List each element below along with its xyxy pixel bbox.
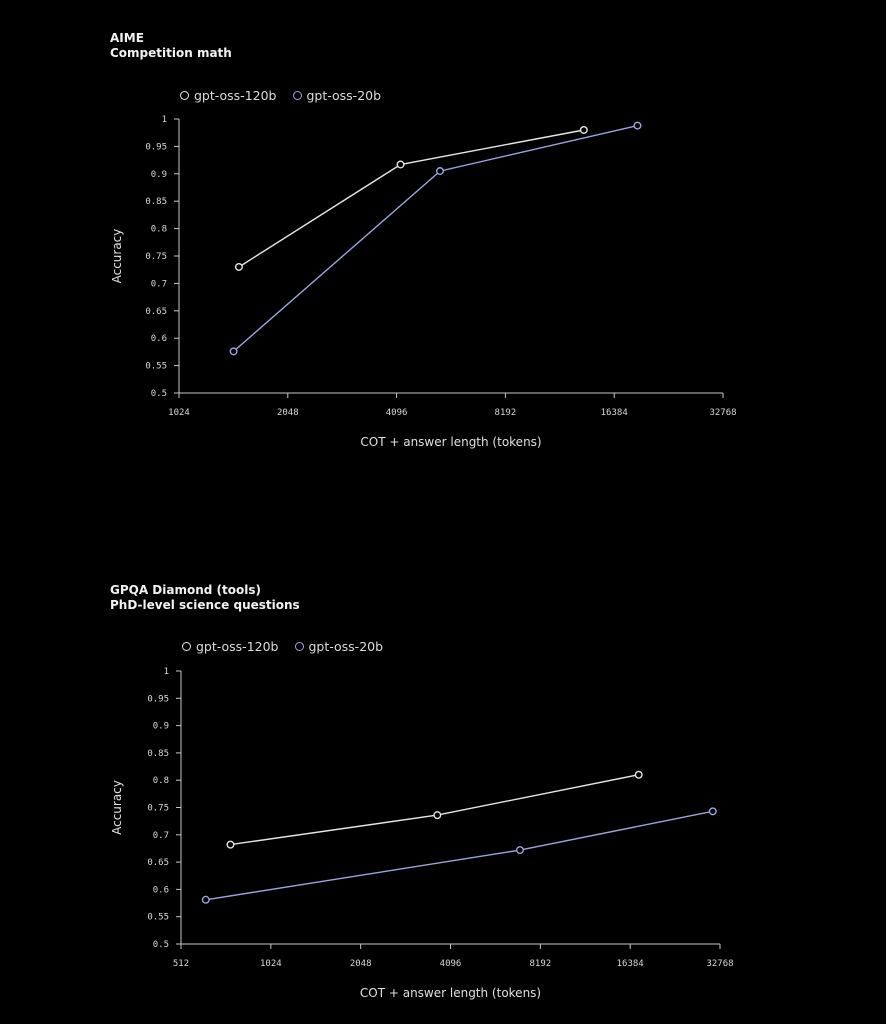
chart2-subtitle: PhD-level science questions [110,598,300,612]
chart1-legend-item-20b: gpt-oss-20b [292,88,382,103]
y-tick-label: 0.9 [151,170,167,180]
chart1-legend-item-120b: gpt-oss-120b [180,88,277,103]
x-tick-label: 1024 [260,959,282,969]
y-tick-label: 0.8 [151,225,167,235]
chart1-legend: gpt-oss-120b gpt-oss-20b [180,88,391,103]
chart2-title-text: GPQA Diamond (tools) [110,583,261,597]
y-tick-label: 0.55 [145,362,167,372]
x-tick-label: 8192 [495,408,517,418]
y-tick-label: 0.8 [153,776,169,786]
y-tick-label: 0.95 [145,142,167,152]
x-tick-label: 512 [173,959,189,969]
series-line-120b [230,774,639,846]
data-point-20b [633,121,642,130]
y-tick-label: 0.55 [147,913,169,923]
x-axis-label: COT + answer length (tokens) [360,435,541,449]
y-axis-label: Accuracy [110,780,124,835]
y-tick-label: 0.7 [153,831,169,841]
chart2-title: GPQA Diamond (tools) PhD-level science q… [110,583,300,613]
y-tick-label: 0.75 [147,804,169,814]
y-tick-label: 1 [162,115,167,125]
x-tick-label: 2048 [350,959,372,969]
chart1-title: AIME Competition math [110,31,232,61]
y-tick-label: 0.7 [151,279,167,289]
y-tick-label: 0.5 [153,940,169,950]
x-tick-label: 16384 [617,959,644,969]
data-point-120b [396,160,405,169]
y-tick-label: 0.6 [151,334,167,344]
x-tick-label: 16384 [601,408,628,418]
series-line-20b [205,810,713,901]
chart1-title-text: AIME [110,31,144,45]
data-point-120b [433,811,442,820]
data-point-120b [226,840,235,849]
y-tick-label: 1 [164,667,169,677]
x-tick-label: 2048 [277,408,299,418]
legend-marker-icon [292,91,302,100]
data-point-20b [229,347,238,356]
x-tick-label: 32768 [706,959,733,969]
chart2-legend-label-20b: gpt-oss-20b [308,639,384,654]
y-tick-label: 0.65 [145,307,167,317]
y-tick-label: 0.85 [145,197,167,207]
chart1-subtitle: Competition math [110,46,232,60]
y-tick-label: 0.95 [147,694,169,704]
x-tick-label: 4096 [440,959,462,969]
chart2-legend-item-120b: gpt-oss-120b [182,639,279,654]
y-tick-label: 0.85 [147,749,169,759]
data-point-120b [634,770,643,779]
y-tick-label: 0.5 [151,389,167,399]
y-tick-label: 0.6 [153,885,169,895]
data-point-120b [579,125,588,134]
data-point-20b [435,167,444,176]
x-tick-label: 32768 [709,408,736,418]
x-tick-label: 4096 [386,408,408,418]
data-point-20b [515,846,524,855]
y-tick-label: 0.65 [147,858,169,868]
data-point-120b [234,262,243,271]
data-point-20b [201,895,210,904]
x-tick-label: 8192 [529,959,551,969]
legend-marker-icon [180,91,189,100]
chart1-plot: 0.5 0.55 0.6 0.65 0.7 0.75 0.8 0.85 0.9 0.95 1 1024… [110,115,737,449]
y-tick-label: 0.75 [145,252,167,262]
y-tick-label: 0.9 [153,722,169,732]
x-axis-label: COT + answer length (tokens) [360,986,541,1000]
x-tick-label: 1024 [168,408,190,418]
legend-marker-icon [294,642,304,651]
chart2-legend-label-120b: gpt-oss-120b [196,639,279,654]
data-point-20b [708,807,717,816]
chart1-legend-label-20b: gpt-oss-20b [306,88,382,103]
legend-marker-icon [182,642,191,651]
chart1-legend-label-120b: gpt-oss-120b [194,88,277,103]
chart2-legend-item-20b: gpt-oss-20b [294,639,384,654]
y-axis-label: Accuracy [110,229,124,284]
chart2-legend: gpt-oss-120b gpt-oss-20b [182,639,393,654]
